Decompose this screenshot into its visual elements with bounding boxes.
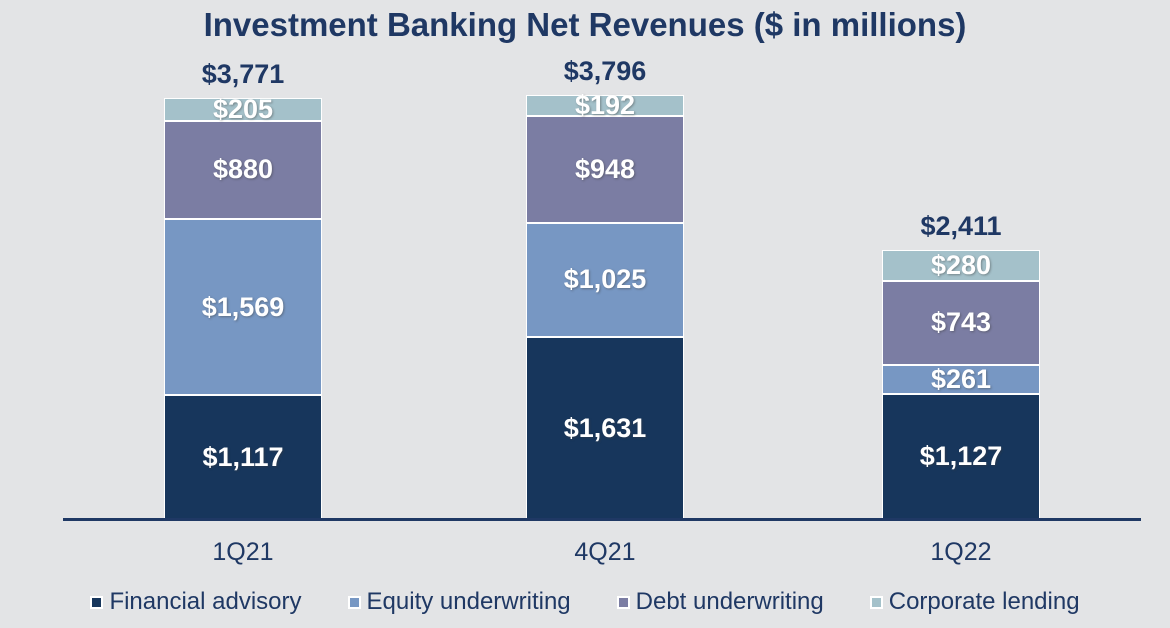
bar-1q22: $1,127 $261 $743 $280 [882,250,1040,520]
bar-4q21: $1,631 $1,025 $948 $192 [526,90,684,520]
bar-segment-financial-advisory-1q22: $1,127 [882,393,1040,520]
legend-swatch-icon [869,595,883,609]
segment-value-label: $1,025 [563,264,647,295]
bar-segment-equity-underwriting-1q22: $261 [882,363,1040,394]
bar-segment-equity-underwriting-4q21: $1,025 [526,222,684,338]
segment-value-label: $880 [212,154,274,185]
bar-segment-debt-underwriting-1q21: $880 [164,120,322,220]
segment-value-label: $1,127 [919,441,1003,472]
bar-segment-financial-advisory-1q21: $1,117 [164,394,322,520]
segment-value-label: $1,569 [201,291,285,322]
legend-swatch-icon [90,595,104,609]
legend-label: Equity underwriting [366,588,571,615]
segment-value-label: $280 [930,250,992,281]
total-value-label-1q21: $3,771 [201,58,285,89]
bar-segment-equity-underwriting-1q21: $1,569 [164,219,322,395]
legend-label: Financial advisory [109,588,302,615]
segment-value-label: $205 [212,93,274,124]
total-value-label-4q21: $3,796 [563,55,647,86]
chart-title: Investment Banking Net Revenues ($ in mi… [203,6,967,43]
bar-1q21: $1,117 $1,569 $880 $205 [164,93,322,520]
legend-item-financial-advisory: Financial advisory [90,588,302,616]
legend-label: Debt underwriting [635,588,824,615]
x-axis-label-1q22: 1Q22 [930,538,992,566]
segment-value-label: $261 [930,363,992,394]
segment-value-label: $1,631 [563,413,647,444]
bar-segment-debt-underwriting-1q22: $743 [882,281,1040,365]
bar-segment-corporate-lending-4q21: $192 [526,90,684,121]
bar-segment-financial-advisory-4q21: $1,631 [526,337,684,520]
legend: Financial advisory Equity underwriting Deb… [0,588,1170,616]
x-axis-label-4q21: 4Q21 [574,538,636,566]
total-value-label-1q22: $2,411 [920,210,1002,241]
legend-swatch-icon [347,595,361,609]
x-axis-line [63,518,1141,521]
legend-item-corporate-lending: Corporate lending [869,588,1080,616]
bar-segment-debt-underwriting-4q21: $948 [526,116,684,223]
legend-label: Corporate lending [888,588,1080,615]
legend-item-equity-underwriting: Equity underwriting [347,588,571,616]
segment-value-label: $1,117 [202,441,284,472]
legend-swatch-icon [616,595,630,609]
segment-value-label: $192 [574,90,636,121]
bar-segment-corporate-lending-1q22: $280 [882,250,1040,282]
bar-segment-corporate-lending-1q21: $205 [164,93,322,124]
x-axis-label-1q21: 1Q21 [212,538,274,566]
segment-value-label: $948 [574,153,636,184]
segment-value-label: $743 [930,307,992,338]
legend-item-debt-underwriting: Debt underwriting [616,588,824,616]
